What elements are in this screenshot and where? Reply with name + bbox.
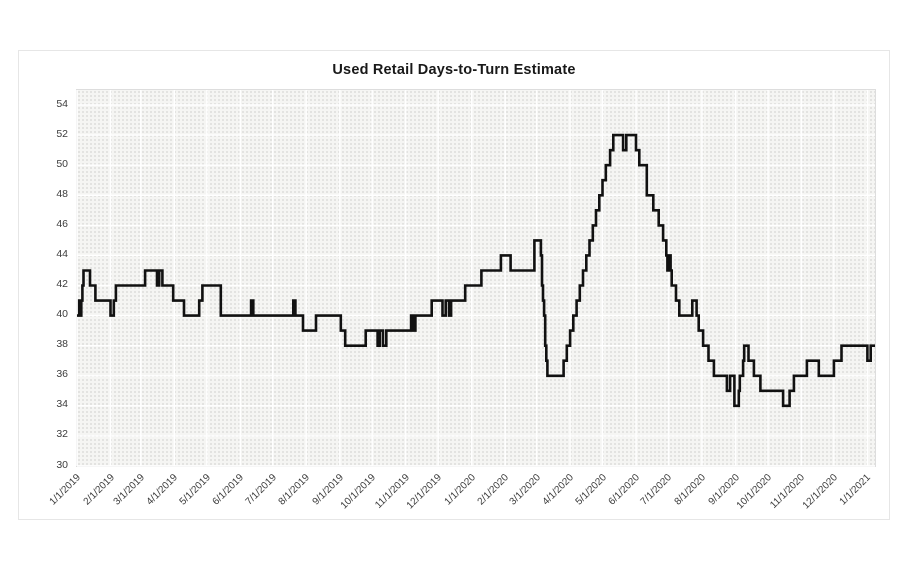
x-tick-label: 7/1/2020: [639, 472, 675, 508]
x-tick-label: 2/1/2020: [475, 472, 512, 508]
y-tick-label: 52: [56, 127, 68, 140]
x-tick-label: 6/1/2019: [210, 472, 247, 508]
x-tick-label: 5/1/2019: [177, 472, 213, 508]
x-tick-label: 8/1/2020: [672, 472, 708, 508]
y-tick-label: 54: [56, 97, 68, 110]
x-tick-label: 2/1/2019: [81, 472, 117, 508]
x-tick-label: 6/1/2020: [606, 472, 642, 508]
y-tick-label: 38: [56, 338, 68, 351]
x-tick-label: 7/1/2019: [243, 472, 279, 508]
y-tick-label: 34: [56, 398, 68, 411]
x-tick-label: 1/1/2019: [47, 472, 83, 508]
x-tick-label: 4/1/2020: [540, 472, 577, 508]
x-tick-label: 8/1/2019: [276, 472, 313, 508]
x-tick-label: 4/1/2019: [144, 472, 181, 508]
x-tick-label: 1/1/2021: [838, 472, 874, 508]
y-tick-label: 40: [56, 308, 68, 321]
y-tick-label: 32: [56, 428, 68, 441]
y-tick-label: 46: [56, 217, 68, 230]
x-tick-label: 5/1/2020: [573, 472, 609, 508]
y-tick-label: 42: [56, 278, 68, 291]
x-tick-label: 12/1/2020: [800, 472, 840, 512]
y-tick-label: 36: [56, 368, 68, 381]
y-tick-label: 48: [56, 187, 68, 200]
x-tick-label: 1/1/2020: [442, 472, 478, 508]
y-tick-label: 44: [56, 247, 68, 260]
x-tick-label: 3/1/2019: [111, 472, 147, 508]
chart-card: Used Retail Days-to-Turn Estimate 30 32 34…: [18, 50, 890, 520]
step-line-chart: [76, 90, 875, 467]
y-tick-label: 50: [56, 157, 68, 170]
y-tick-label: 30: [56, 458, 68, 471]
x-tick-label: 3/1/2020: [507, 472, 543, 508]
plot-area: [76, 89, 876, 467]
chart-title: Used Retail Days-to-Turn Estimate: [332, 62, 576, 78]
series-used-retail-days-to-turn: [77, 133, 875, 408]
